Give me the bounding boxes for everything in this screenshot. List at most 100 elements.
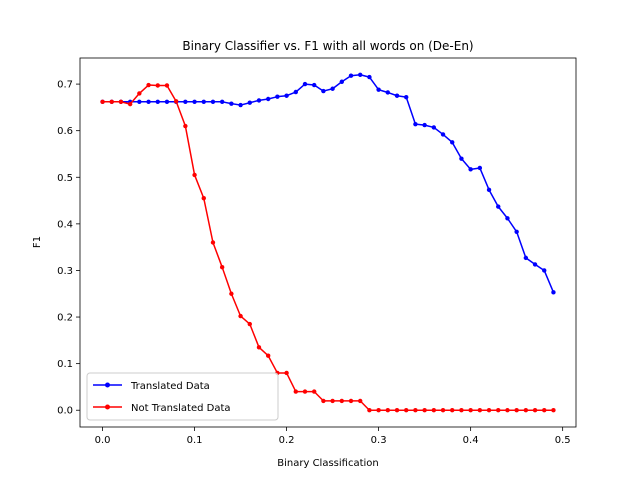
data-point (348, 73, 354, 78)
data-point (496, 408, 501, 413)
data-point (505, 216, 510, 221)
chart-title: Binary Classifier vs. F1 with all words … (182, 39, 473, 53)
data-point (468, 408, 473, 413)
data-point (376, 408, 381, 413)
legend-label-translated: Translated Data (130, 381, 210, 392)
data-point (330, 398, 335, 404)
data-point (109, 99, 114, 105)
data-point (551, 290, 556, 295)
data-point (284, 93, 289, 98)
data-point (551, 408, 556, 413)
data-point (367, 408, 372, 413)
data-point (118, 99, 124, 105)
plot-area: 0.0 0.1 0.2 0.3 0.4 0.5 0.0 0.1 0.2 0.3 0.4 0.5 0.6 0… (57, 57, 577, 446)
data-point (477, 165, 483, 171)
y-axis-title: F1 (32, 236, 43, 248)
data-point (210, 240, 216, 245)
data-point (229, 101, 234, 106)
data-point (302, 81, 308, 87)
data-point (358, 72, 363, 77)
data-point (256, 345, 262, 350)
data-point (459, 408, 464, 413)
data-point (155, 99, 160, 105)
data-point (265, 96, 271, 102)
data-point (183, 123, 188, 129)
data-point (532, 408, 538, 413)
data-point (164, 83, 170, 88)
data-point (339, 398, 344, 404)
data-point (137, 91, 142, 96)
data-point (330, 86, 335, 91)
legend-marker-not-translated (105, 404, 110, 410)
data-point (247, 100, 252, 105)
data-point (275, 94, 280, 99)
y-tick-label: 0.4 (57, 219, 73, 230)
x-axis-title: Binary Classification (277, 458, 378, 469)
data-point (348, 398, 354, 404)
data-point (440, 408, 446, 413)
y-tick-label: 0.0 (57, 406, 73, 417)
data-point (523, 255, 529, 261)
data-point (440, 132, 446, 137)
data-point (192, 99, 197, 105)
legend: Translated Data Not Translated Data (86, 372, 279, 421)
data-point (321, 88, 326, 94)
data-point (404, 408, 409, 413)
data-point (532, 262, 538, 267)
data-point (256, 98, 262, 103)
data-point (459, 156, 464, 161)
data-point (523, 408, 529, 413)
data-point (496, 204, 501, 209)
data-point (394, 93, 400, 98)
data-point (486, 187, 492, 193)
data-point (183, 99, 188, 105)
data-point (312, 82, 317, 88)
axes-frame (79, 57, 577, 428)
data-point (284, 370, 289, 376)
data-point (238, 313, 243, 319)
data-point (542, 268, 547, 273)
data-point (486, 408, 492, 413)
data-point (422, 408, 427, 413)
y-tick-label: 0.1 (57, 359, 73, 370)
data-point (450, 408, 455, 413)
data-point (358, 398, 363, 404)
legend-label-not-translated: Not Translated Data (131, 403, 231, 414)
data-point (505, 408, 510, 413)
data-point (468, 167, 473, 172)
data-point (450, 140, 455, 145)
data-point (339, 79, 344, 84)
data-point (422, 122, 427, 128)
data-point (312, 389, 317, 394)
data-point (238, 102, 243, 108)
data-point (137, 99, 142, 105)
data-point (173, 99, 179, 104)
x-tick-label: 0.1 (187, 435, 203, 446)
data-point (201, 196, 206, 201)
x-tick-label: 0.5 (555, 435, 571, 446)
data-point (155, 83, 160, 88)
data-point (293, 389, 298, 394)
y-tick-label: 0.5 (57, 173, 73, 184)
y-tick-label: 0.2 (57, 313, 73, 324)
data-point (376, 87, 381, 92)
data-point (219, 264, 225, 270)
data-point (394, 408, 400, 413)
data-point (247, 321, 252, 327)
data-point (413, 121, 418, 127)
data-point (100, 99, 105, 105)
data-point (321, 398, 326, 404)
legend-marker-translated (105, 382, 110, 388)
y-tick-label: 0.7 (57, 80, 73, 91)
data-point (385, 408, 391, 413)
data-point (404, 94, 409, 100)
legend-box (86, 372, 279, 421)
data-point (477, 408, 483, 413)
y-tick-label: 0.6 (57, 126, 73, 137)
data-point (201, 99, 206, 105)
data-point (146, 82, 151, 88)
x-tick-label: 0.2 (279, 435, 295, 446)
data-point (431, 125, 437, 130)
data-point (413, 408, 418, 413)
data-point (192, 172, 197, 178)
